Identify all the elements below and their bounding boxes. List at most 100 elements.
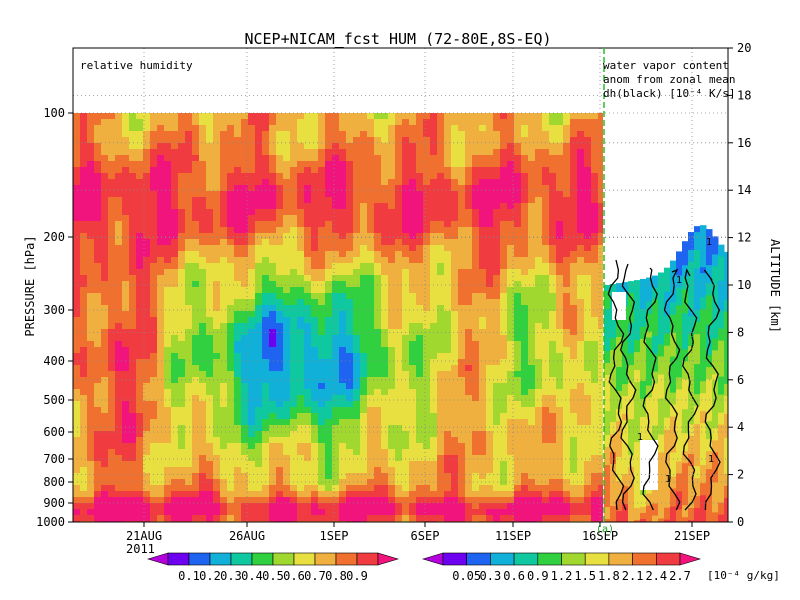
heatmap-cell: [129, 461, 137, 468]
heatmap-cell: [199, 413, 207, 420]
heatmap-cell: [318, 419, 326, 426]
heatmap-cell: [395, 479, 403, 486]
heatmap-cell: [73, 143, 81, 150]
heatmap-cell: [101, 239, 109, 246]
heatmap-cell: [486, 113, 494, 120]
heatmap-cell: [122, 359, 130, 366]
heatmap-cell: [423, 209, 431, 216]
heatmap-cell: [367, 233, 375, 240]
heatmap-cell: [122, 437, 130, 444]
heatmap-cell: [451, 431, 459, 438]
heatmap-cell: [528, 119, 536, 126]
heatmap-cell: [507, 365, 515, 372]
heatmap-cell: [472, 365, 480, 372]
heatmap-cell: [409, 407, 417, 414]
heatmap-cell: [164, 449, 172, 456]
heatmap-cell: [157, 299, 165, 306]
heatmap-cell: [220, 365, 228, 372]
heatmap-cell: [304, 383, 312, 390]
heatmap-cell: [269, 185, 277, 192]
heatmap-cell: [73, 497, 81, 504]
heatmap-cell: [269, 221, 277, 228]
heatmap-cell: [535, 305, 543, 312]
heatmap-cell: [80, 155, 88, 162]
heatmap-cell: [262, 395, 270, 402]
heatmap-cell: [87, 281, 95, 288]
heatmap-cell: [304, 359, 312, 366]
heatmap-cell: [570, 257, 578, 264]
heatmap-cell: [542, 155, 550, 162]
heatmap-cell: [108, 299, 116, 306]
heatmap-cell: [248, 143, 256, 150]
heatmap-cell: [143, 215, 151, 222]
heatmap-cell: [423, 287, 431, 294]
heatmap-cell: [346, 293, 354, 300]
heatmap-cell: [108, 143, 116, 150]
heatmap-cell: [80, 185, 88, 192]
heatmap-cell: [227, 377, 235, 384]
heatmap-cell: [248, 389, 256, 396]
heatmap-cell: [430, 251, 438, 258]
heatmap-cell: [493, 323, 501, 330]
heatmap-cell: [164, 293, 172, 300]
heatmap-cell: [353, 215, 361, 222]
heatmap-cell: [283, 149, 291, 156]
heatmap-cell: [563, 221, 571, 228]
heatmap-cell: [178, 197, 186, 204]
heatmap-cell: [164, 311, 172, 318]
heatmap-cell: [479, 179, 487, 186]
heatmap-cell: [283, 407, 291, 414]
heatmap-cell: [220, 113, 228, 120]
heatmap-cell: [570, 449, 578, 456]
heatmap-cell: [374, 389, 382, 396]
heatmap-cell: [402, 197, 410, 204]
heatmap-cell: [276, 227, 284, 234]
heatmap-cell: [528, 125, 536, 132]
heatmap-cell: [367, 461, 375, 468]
heatmap-cell: [353, 503, 361, 510]
heatmap-cell: [381, 221, 389, 228]
heatmap-cell: [178, 119, 186, 126]
heatmap-cell: [325, 143, 333, 150]
heatmap-cell: [206, 407, 214, 414]
heatmap-cell: [507, 215, 515, 222]
heatmap-cell: [87, 419, 95, 426]
heatmap-cell: [248, 449, 256, 456]
heatmap-cell: [136, 173, 144, 180]
heatmap-cell: [80, 413, 88, 420]
heatmap-cell: [136, 185, 144, 192]
heatmap-cell: [346, 197, 354, 204]
heatmap-cell: [269, 287, 277, 294]
heatmap-cell: [486, 509, 494, 516]
heatmap-cell: [395, 317, 403, 324]
heatmap-cell: [479, 497, 487, 504]
heatmap-cell: [528, 131, 536, 138]
heatmap-cell: [227, 203, 235, 210]
heatmap-cell: [374, 275, 382, 282]
heatmap-cell: [115, 353, 123, 360]
heatmap-cell: [451, 461, 459, 468]
heatmap-cell: [402, 443, 410, 450]
heatmap-cell: [108, 461, 116, 468]
heatmap-cell: [276, 251, 284, 258]
heatmap-cell: [570, 239, 578, 246]
heatmap-cell: [367, 317, 375, 324]
heatmap-cell: [451, 287, 459, 294]
heatmap-cell: [262, 161, 270, 168]
heatmap-cell: [486, 233, 494, 240]
heatmap-cell: [563, 407, 571, 414]
heatmap-cell: [290, 185, 298, 192]
heatmap-cell: [311, 449, 319, 456]
heatmap-cell: [283, 359, 291, 366]
heatmap-cell: [570, 143, 578, 150]
heatmap-cell: [80, 419, 88, 426]
heatmap-cell: [332, 341, 340, 348]
heatmap-cell: [493, 137, 501, 144]
heatmap-cell: [514, 299, 522, 306]
heatmap-cell: [122, 401, 130, 408]
heatmap-cell: [479, 281, 487, 288]
heatmap-cell: [444, 401, 452, 408]
heatmap-cell: [122, 383, 130, 390]
heatmap-cell: [521, 119, 529, 126]
heatmap-cell: [206, 287, 214, 294]
